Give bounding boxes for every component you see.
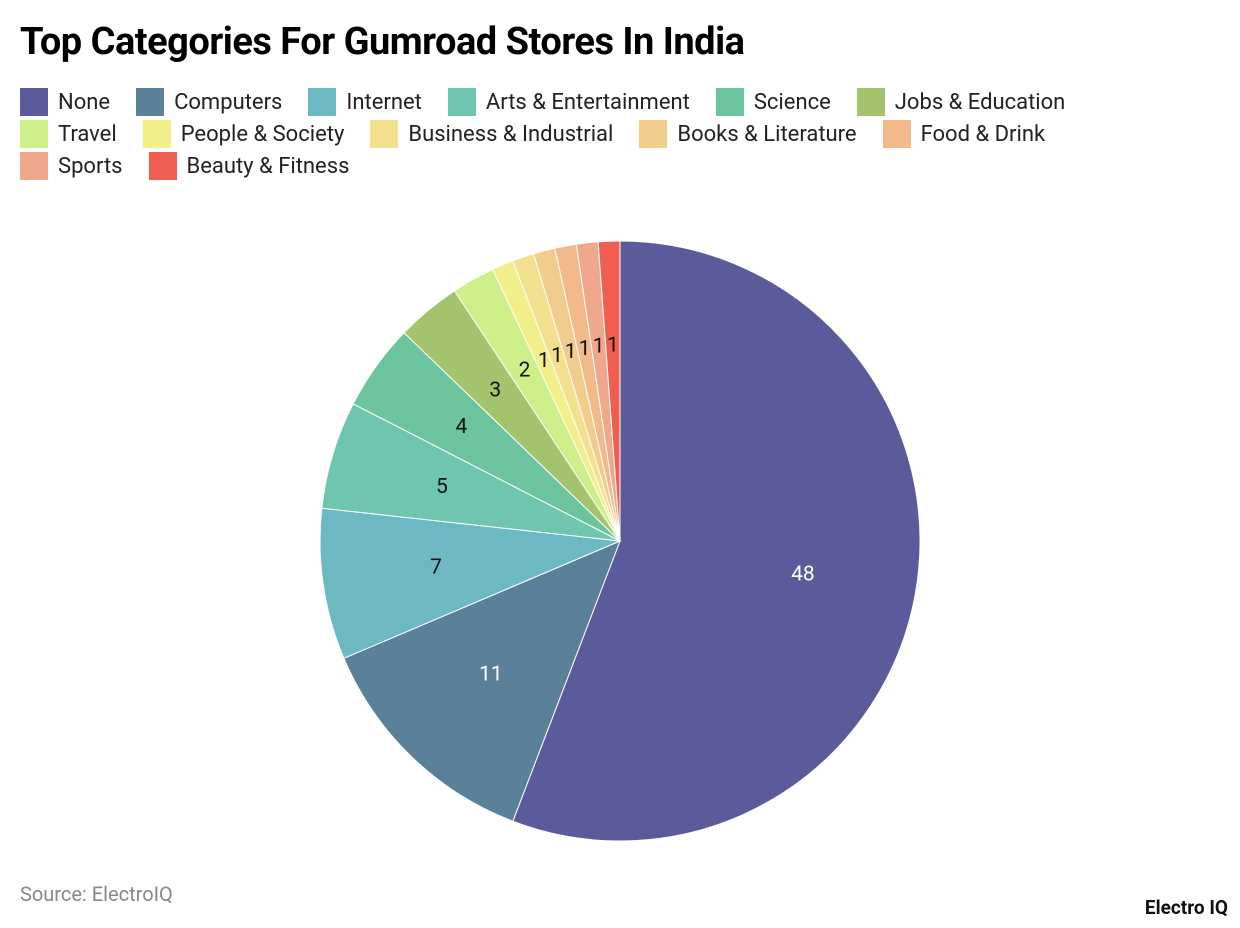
legend-label: Computers [174, 89, 283, 115]
data-label: 1 [607, 334, 619, 358]
legend-item: Food & Drink [882, 120, 1046, 148]
legend-item: Sports [20, 152, 123, 180]
chart-title: Top Categories For Gumroad Stores In Ind… [20, 20, 745, 64]
legend-item: None [20, 88, 110, 116]
legend-item: Arts & Entertainment [447, 88, 690, 116]
legend-swatch [20, 152, 48, 180]
legend-item: Science [715, 88, 831, 116]
legend-swatch [370, 120, 399, 148]
legend-label: Arts & Entertainment [485, 89, 690, 115]
legend-swatch [882, 120, 911, 148]
pie-slice [343, 540, 621, 822]
legend: None Computers Internet Arts & Entertainmen… [20, 88, 1160, 180]
data-label: 1 [593, 335, 605, 359]
legend-swatch [856, 88, 885, 116]
legend-label: Beauty & Fitness [186, 153, 350, 179]
legend-item: Jobs & Education [856, 88, 1066, 116]
legend-swatch [20, 120, 48, 148]
legend-label: None [58, 89, 111, 115]
data-label: 1 [565, 340, 577, 364]
legend-swatch [715, 88, 744, 116]
legend-swatch [20, 88, 48, 116]
data-label: 2 [519, 358, 531, 382]
legend-label: Jobs & Education [894, 89, 1066, 115]
legend-swatch [447, 88, 476, 116]
legend-swatch [136, 88, 165, 116]
legend-label: Travel [58, 121, 117, 147]
legend-item: Computers [136, 88, 282, 116]
pie-slice [512, 240, 921, 842]
legend-item: People & Society [142, 120, 345, 148]
pie-slice [319, 507, 622, 659]
legend-swatch [308, 88, 337, 116]
data-label: 3 [489, 379, 501, 403]
data-label: 48 [791, 562, 815, 586]
legend-label: Science [753, 89, 831, 115]
legend-label: Food & Drink [920, 121, 1046, 147]
legend-label: People & Society [180, 121, 345, 147]
data-label: 4 [456, 415, 468, 439]
data-label: 1 [551, 344, 563, 368]
legend-item: Books & Literature [639, 120, 857, 148]
legend-swatch [148, 152, 177, 180]
legend-swatch [639, 120, 668, 148]
source-note: Source: ElectroIQ [20, 882, 173, 906]
legend-label: Business & Industrial [408, 121, 614, 147]
legend-item: Beauty & Fitness [148, 152, 350, 180]
pie-slice [597, 240, 621, 542]
legend-label: Sports [58, 153, 123, 179]
data-label: 1 [579, 337, 591, 361]
brand: Electro IQ [1144, 896, 1228, 919]
legend-label: Internet [346, 89, 422, 115]
data-label: 1 [538, 349, 550, 373]
legend-label: Books & Literature [677, 121, 857, 147]
data-label: 11 [479, 662, 503, 686]
data-label: 5 [436, 475, 448, 499]
legend-swatch [142, 120, 171, 148]
legend-item: Business & Industrial [370, 120, 613, 148]
legend-item: Travel [20, 120, 117, 148]
legend-item: Internet [308, 88, 422, 116]
data-label: 7 [430, 556, 442, 580]
